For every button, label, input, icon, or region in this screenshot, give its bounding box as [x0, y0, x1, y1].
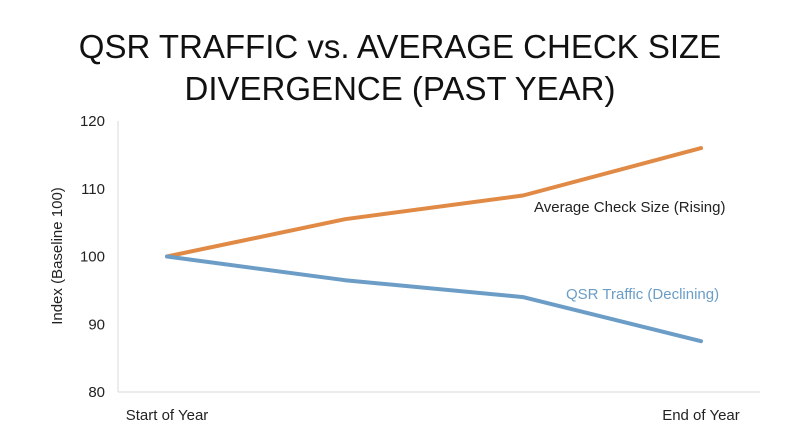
y-axis-title: Index (Baseline 100): [49, 187, 66, 325]
x-tick-group: Start of Year End of Year: [126, 407, 740, 424]
x-tick-label-start: Start of Year: [126, 407, 209, 424]
y-tick-label: 80: [88, 384, 105, 401]
y-tick-label: 110: [81, 181, 105, 198]
series-line-qsr-traffic: [165, 254, 703, 344]
chart-title-line-1: QSR TRAFFIC vs. AVERAGE CHECK SIZE: [79, 28, 721, 65]
series-group: [165, 146, 703, 344]
y-tick-label: 100: [80, 249, 105, 266]
series-label-average-check-size: Average Check Size (Rising): [534, 199, 725, 216]
chart-title-line-2: DIVERGENCE (PAST YEAR): [185, 70, 616, 107]
y-tick-label: 120: [80, 113, 105, 130]
x-tick-label-end: End of Year: [662, 407, 740, 424]
series-label-qsr-traffic: QSR Traffic (Declining): [566, 286, 719, 303]
y-tick-label: 90: [88, 316, 105, 333]
y-tick-group: 80 90 100 110 120: [80, 113, 105, 401]
series-line-average-check-size: [165, 146, 703, 259]
series-label-group: Average Check Size (Rising) QSR Traffic (…: [534, 199, 725, 303]
